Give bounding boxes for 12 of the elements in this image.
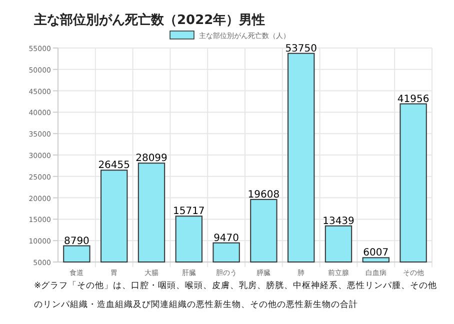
data-label: 41956 [397, 94, 430, 105]
data-label: 8790 [64, 236, 90, 247]
data-label: 15717 [172, 206, 205, 218]
data-label: 26455 [98, 160, 130, 172]
chart-title: 主な部位別がん死亡数（2022年）男性 [33, 12, 266, 28]
data-label: 6007 [363, 248, 389, 259]
data-label: 9470 [214, 232, 240, 244]
data-label: 19608 [248, 189, 280, 200]
data-label: 28099 [136, 153, 168, 164]
data-label: 13439 [322, 216, 354, 227]
text: ※グラフ「その他」は、口腔・咽頭、喉頭、皮膚、乳房、膀胱、中枢神経系、悪性リンパ腫、その他のリンパ組織・造血組織及び関連組織の悪性新生物、その他の悪性新生物の合計 [34, 280, 438, 312]
data-label: 53750 [285, 43, 318, 54]
